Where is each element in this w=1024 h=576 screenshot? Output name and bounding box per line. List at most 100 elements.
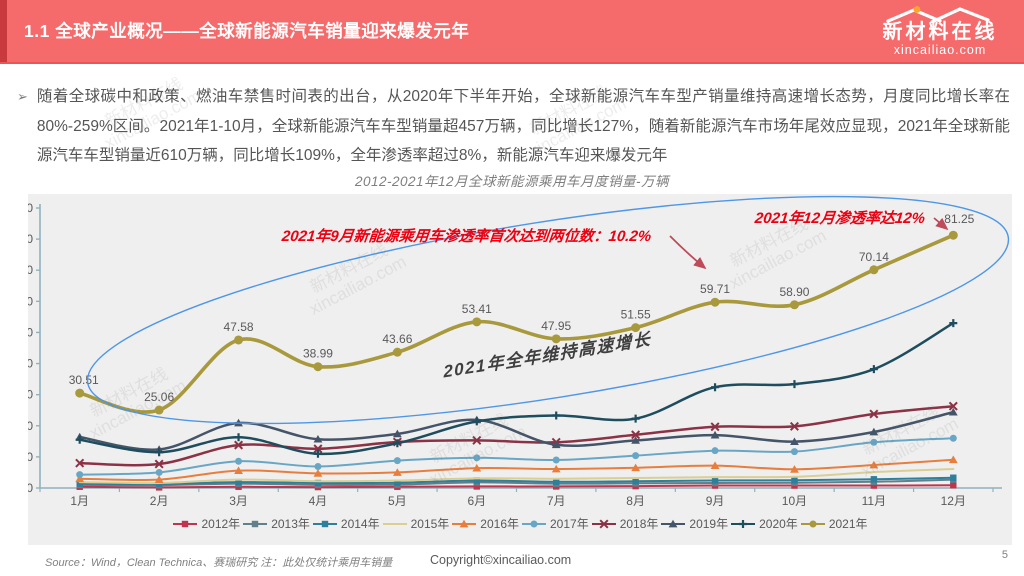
x-axis-label: 4月 bbox=[309, 494, 328, 508]
chart-legend: 2012年 2013年 2014年 2015年 2016年 2017年 2018年 2019年… bbox=[28, 515, 1012, 532]
y-axis-label: 90 bbox=[28, 201, 33, 215]
x-axis-label: 12月 bbox=[941, 494, 966, 508]
series-marker bbox=[393, 439, 402, 448]
series-marker bbox=[789, 300, 799, 310]
data-label: 38.99 bbox=[303, 347, 333, 361]
series-marker bbox=[631, 463, 641, 472]
series-marker bbox=[711, 477, 719, 484]
legend-item-2019年: 2019年 bbox=[660, 515, 728, 532]
series-2016年 bbox=[75, 455, 958, 483]
series-marker bbox=[948, 230, 958, 240]
series-marker bbox=[870, 438, 878, 446]
legend-item-2020年: 2020年 bbox=[730, 515, 798, 532]
legend-item-2014年: 2014年 bbox=[312, 515, 380, 532]
series-marker bbox=[392, 347, 402, 357]
legend-swatch bbox=[800, 520, 825, 527]
series-marker bbox=[869, 365, 878, 374]
series-marker bbox=[869, 460, 879, 469]
intro-paragraph: ➢ 随着全球碳中和政策、燃油车禁售时间表的出台，从2020年下半年开始，全球新能… bbox=[17, 82, 1010, 171]
logo-title: 新材料在线 bbox=[882, 21, 998, 43]
legend-swatch bbox=[452, 519, 477, 527]
series-marker bbox=[530, 520, 538, 527]
series-marker bbox=[472, 317, 482, 327]
series-marker bbox=[631, 414, 640, 423]
series-marker bbox=[632, 477, 639, 485]
series-marker bbox=[472, 417, 481, 426]
legend-label: 2017年 bbox=[550, 517, 589, 531]
legend-swatch bbox=[661, 519, 686, 527]
series-2015年 bbox=[78, 468, 955, 485]
legend-item-2021年: 2021年 bbox=[800, 515, 868, 532]
series-marker bbox=[75, 458, 85, 468]
data-label: 58.90 bbox=[779, 285, 809, 299]
data-label: 53.41 bbox=[462, 302, 492, 316]
legend-item-2016年: 2016年 bbox=[451, 515, 519, 532]
series-2014年 bbox=[76, 474, 957, 488]
series-marker bbox=[552, 456, 560, 464]
series-marker bbox=[739, 519, 748, 528]
legend-swatch bbox=[312, 520, 337, 527]
series-marker bbox=[710, 461, 720, 469]
source-note: Source：Wind，Clean Technica、赛瑞研究 注：此处仅统计乘… bbox=[45, 557, 393, 569]
legend-item-2013年: 2013年 bbox=[242, 515, 310, 532]
series-marker bbox=[235, 478, 242, 486]
series-line-2015年 bbox=[78, 468, 955, 485]
series-marker bbox=[790, 437, 799, 446]
legend-label: 2013年 bbox=[271, 517, 310, 531]
chart-title: 2012-2021年12月全球新能源乘用车月度销量-万辆 bbox=[354, 174, 670, 189]
series-marker bbox=[234, 440, 244, 450]
series-line-2018年 bbox=[78, 404, 955, 467]
series-marker bbox=[950, 482, 957, 489]
x-axis-label: 3月 bbox=[229, 494, 248, 508]
annotation-arrow-sep bbox=[669, 235, 707, 270]
series-line-2017年 bbox=[78, 437, 955, 476]
x-axis-label: 6月 bbox=[467, 494, 486, 508]
series-line-2021年 bbox=[77, 233, 956, 414]
logo-domain: xincailiao.com bbox=[893, 43, 987, 57]
y-axis-label: 0 bbox=[28, 481, 33, 495]
data-label: 59.71 bbox=[700, 282, 730, 296]
series-marker bbox=[459, 519, 469, 527]
series-line-2013年 bbox=[78, 478, 955, 487]
x-axis-label: 10月 bbox=[782, 494, 807, 508]
y-axis-label: 10 bbox=[28, 450, 33, 464]
series-line-2012年 bbox=[78, 484, 955, 489]
intro-text: 随着全球碳中和政策、燃油车禁售时间表的出台，从2020年下半年开始，全球新能源汽… bbox=[36, 88, 1010, 164]
legend-label: 2019年 bbox=[689, 517, 729, 531]
x-axis-label: 2月 bbox=[150, 494, 169, 508]
legend-item-2017年: 2017年 bbox=[521, 515, 589, 532]
legend-label: 2016年 bbox=[480, 517, 519, 531]
series-marker bbox=[234, 433, 243, 442]
page-number: 5 bbox=[1001, 549, 1008, 561]
legend-swatch bbox=[382, 522, 407, 525]
series-marker bbox=[552, 411, 561, 420]
legend-swatch bbox=[522, 520, 546, 527]
series-marker bbox=[790, 465, 799, 473]
series-marker bbox=[314, 479, 322, 487]
x-axis-label: 9月 bbox=[706, 494, 725, 508]
series-marker bbox=[869, 265, 879, 275]
series-marker bbox=[472, 463, 482, 472]
series-marker bbox=[155, 468, 163, 476]
logo: 新材料在线 xincailiao.com bbox=[870, 6, 1010, 57]
series-marker bbox=[710, 422, 720, 432]
series-marker bbox=[75, 474, 85, 483]
series-marker bbox=[791, 477, 798, 484]
series-marker bbox=[551, 334, 561, 344]
series-marker bbox=[631, 323, 641, 333]
series-2017年 bbox=[76, 434, 957, 479]
series-marker bbox=[632, 452, 640, 460]
annotation-penetration-dec: 2021年12月渗透率达12% bbox=[754, 210, 926, 227]
series-marker bbox=[472, 435, 482, 445]
page-title: 1.1 全球产业概况——全球新能源汽车销量迎来爆发元年 bbox=[24, 21, 470, 41]
header-bar: 1.1 全球产业概况——全球新能源汽车销量迎来爆发元年 新材料在线 xincai… bbox=[0, 0, 1024, 64]
series-marker bbox=[392, 468, 402, 476]
series-marker bbox=[234, 466, 243, 474]
series-marker bbox=[154, 405, 164, 415]
y-axis-label: 80 bbox=[28, 232, 33, 246]
bullet-arrow-icon: ➢ bbox=[17, 89, 28, 104]
legend-swatch bbox=[591, 518, 616, 529]
data-label: 47.95 bbox=[541, 319, 571, 333]
data-label: 43.66 bbox=[382, 332, 412, 346]
series-marker bbox=[948, 455, 958, 464]
